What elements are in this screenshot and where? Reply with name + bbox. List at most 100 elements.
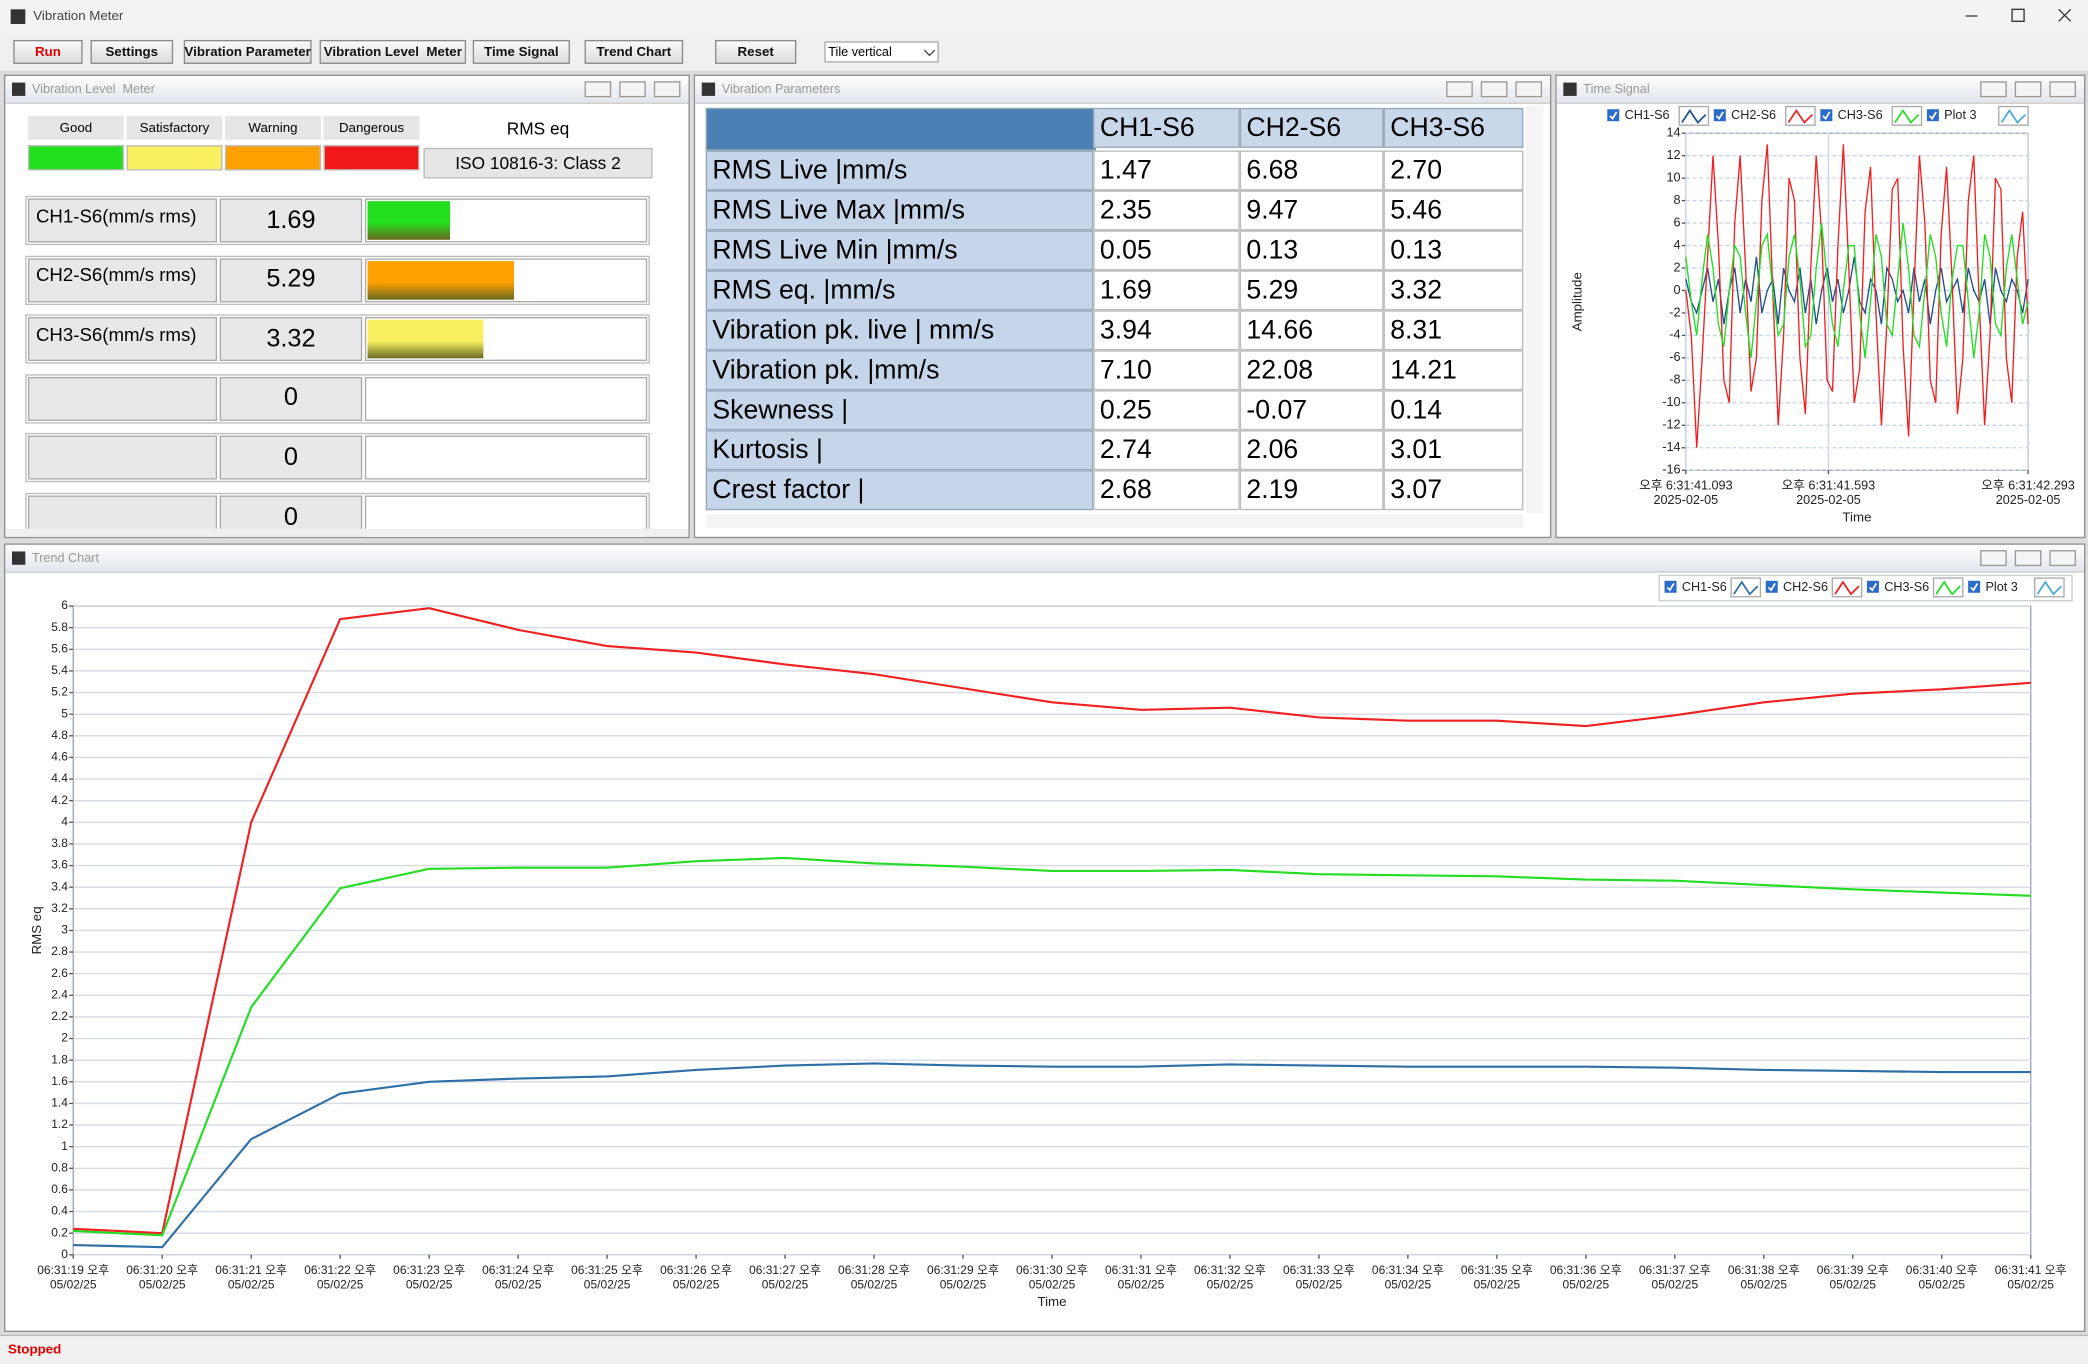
level-label: Satisfactory bbox=[126, 115, 223, 140]
panel-button[interactable] bbox=[1515, 81, 1543, 98]
table-cell: 3.07 bbox=[1383, 470, 1524, 511]
scrollbar bbox=[1526, 105, 1544, 513]
table-cell: 6.68 bbox=[1239, 150, 1384, 191]
row-header: Kurtosis | bbox=[705, 430, 1094, 471]
panel-title: Trend Chart bbox=[31, 551, 99, 567]
meter-value: 5.29 bbox=[219, 257, 363, 302]
meter-bar-cell bbox=[364, 436, 648, 481]
toolbar: Run Settings Vibration Parameter Vibration … bbox=[0, 33, 2088, 71]
panel-button[interactable] bbox=[1480, 81, 1508, 98]
panel-button[interactable] bbox=[1980, 550, 2007, 567]
panel-icon bbox=[1563, 82, 1577, 96]
meter-name: CH3-S6(mm/s rms) bbox=[27, 317, 218, 362]
panel: Vibration Level Meter Good Satisfactory War… bbox=[3, 74, 690, 539]
standard-label: RMS eq bbox=[506, 118, 570, 139]
panel-button[interactable] bbox=[2049, 550, 2077, 567]
scrollbar bbox=[705, 514, 1524, 528]
toolbar-button[interactable]: Settings bbox=[90, 39, 174, 64]
app-icon bbox=[10, 9, 26, 24]
table-cell: 0.14 bbox=[1383, 390, 1524, 431]
window-controls[interactable] bbox=[1957, 5, 2077, 26]
table-cell: 3.94 bbox=[1093, 310, 1240, 351]
meter-name: CH2-S6(mm/s rms) bbox=[27, 257, 218, 302]
panel-button[interactable] bbox=[1980, 81, 2007, 98]
row-header: Vibration pk. live | mm/s bbox=[705, 310, 1094, 351]
table-cell: -0.07 bbox=[1239, 390, 1384, 431]
panel: Time Signal bbox=[1555, 74, 2086, 539]
status-bar: Stopped bbox=[0, 1334, 2088, 1364]
panel: Vibration Parameters CH1-S6 CH2-S6 CH3-S6 RM… bbox=[693, 74, 1552, 539]
table-cell: 5.29 bbox=[1239, 270, 1384, 311]
table-cell: 2.35 bbox=[1093, 190, 1240, 231]
meter-name bbox=[27, 376, 218, 421]
table-cell: 14.21 bbox=[1383, 350, 1524, 391]
toolbar-button[interactable]: Run bbox=[13, 39, 83, 64]
row-header: RMS eq. |mm/s bbox=[705, 270, 1094, 311]
panel-title-bar: Trend Chart bbox=[5, 544, 2085, 573]
table-cell: 3.01 bbox=[1383, 430, 1524, 471]
meter-name: CH1-S6(mm/s rms) bbox=[27, 198, 218, 243]
table-cell: 0.13 bbox=[1239, 230, 1384, 271]
panel-icon bbox=[701, 82, 716, 96]
panel-title-bar: Time Signal bbox=[1556, 75, 2085, 104]
table-cell: 2.19 bbox=[1239, 470, 1384, 511]
table-cell: 5.46 bbox=[1383, 190, 1524, 231]
level-label: Warning bbox=[225, 115, 321, 140]
column-header: CH3-S6 bbox=[1383, 107, 1524, 148]
table-header-corner bbox=[705, 107, 1096, 151]
panel-button[interactable] bbox=[619, 81, 646, 98]
scrollbar bbox=[5, 528, 689, 537]
panel-title: Vibration Parameters bbox=[721, 82, 841, 98]
meter-value: 3.32 bbox=[219, 317, 363, 362]
toolbar-button[interactable]: Reset bbox=[715, 39, 797, 64]
table-cell: 0.25 bbox=[1093, 390, 1240, 431]
table-cell: 22.08 bbox=[1239, 350, 1384, 391]
table-cell: 2.68 bbox=[1093, 470, 1240, 511]
table-cell: 8.31 bbox=[1383, 310, 1524, 351]
table-cell: 7.10 bbox=[1093, 350, 1240, 391]
view-mode-select[interactable]: Tile vertical bbox=[824, 41, 939, 63]
panel-button[interactable] bbox=[1446, 81, 1473, 98]
window-title: Vibration Meter bbox=[33, 9, 124, 24]
level-swatch bbox=[225, 145, 321, 171]
panel-button[interactable] bbox=[653, 81, 681, 98]
panel-button[interactable] bbox=[584, 81, 612, 98]
toolbar-button[interactable]: Vibration Parameter bbox=[183, 39, 312, 64]
panel-icon bbox=[11, 82, 26, 96]
level-swatch bbox=[27, 145, 124, 171]
panel: Trend Chart bbox=[3, 543, 2086, 1333]
table-cell: 1.47 bbox=[1093, 150, 1240, 191]
level-label: Good bbox=[27, 115, 124, 140]
level-swatch bbox=[126, 145, 223, 171]
table-cell: 9.47 bbox=[1239, 190, 1384, 231]
meter-value: 0 bbox=[219, 436, 363, 481]
table-cell: 2.06 bbox=[1239, 430, 1384, 471]
row-header: RMS Live Max |mm/s bbox=[705, 190, 1094, 231]
column-header: CH2-S6 bbox=[1239, 107, 1384, 148]
select-arrow bbox=[923, 44, 936, 57]
title-bar: Vibration Meter bbox=[0, 0, 2088, 34]
row-header: Vibration pk. |mm/s bbox=[705, 350, 1094, 391]
standard-value: ISO 10816-3: Class 2 bbox=[423, 147, 653, 179]
panel-button[interactable] bbox=[2014, 550, 2042, 567]
panel-title: Vibration Level Meter bbox=[31, 82, 155, 98]
row-header: Skewness | bbox=[705, 390, 1094, 431]
panel-title-bar: Vibration Level Meter bbox=[5, 75, 689, 104]
toolbar-button[interactable]: Trend Chart bbox=[584, 39, 684, 64]
toolbar-button[interactable]: Vibration Level Meter bbox=[319, 39, 467, 64]
table-cell: 0.05 bbox=[1093, 230, 1240, 271]
level-swatch bbox=[323, 145, 420, 171]
toolbar-button[interactable]: Time Signal bbox=[472, 39, 570, 64]
row-header: RMS Live Min |mm/s bbox=[705, 230, 1094, 271]
table-cell: 2.74 bbox=[1093, 430, 1240, 471]
panel-button[interactable] bbox=[2049, 81, 2077, 98]
table-cell: 1.69 bbox=[1093, 270, 1240, 311]
table-cell: 3.32 bbox=[1383, 270, 1524, 311]
table-cell: 0.13 bbox=[1383, 230, 1524, 271]
meter-value: 0 bbox=[219, 376, 363, 421]
panel-icon bbox=[11, 551, 26, 565]
panel-button[interactable] bbox=[2014, 81, 2042, 98]
view-mode-text: Tile vertical bbox=[828, 45, 892, 60]
level-label: Dangerous bbox=[323, 115, 420, 140]
row-header: Crest factor | bbox=[705, 470, 1094, 511]
